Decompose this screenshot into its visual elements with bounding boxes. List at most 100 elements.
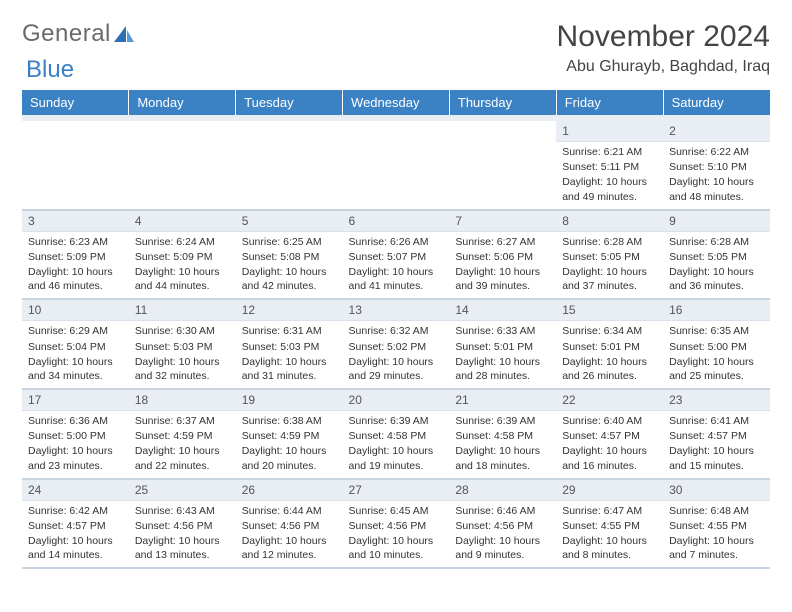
- sunset-line: Sunset: 4:55 PM: [562, 519, 657, 533]
- day-details: Sunrise: 6:47 AMSunset: 4:55 PMDaylight:…: [556, 501, 663, 568]
- day-number: 8: [556, 211, 663, 232]
- daylight-line: Daylight: 10 hours and 20 minutes.: [242, 444, 337, 472]
- sunrise-line: Sunrise: 6:47 AM: [562, 504, 657, 518]
- day-number: 4: [129, 211, 236, 232]
- day-number: 17: [22, 390, 129, 411]
- daylight-line: Daylight: 10 hours and 23 minutes.: [28, 444, 123, 472]
- calendar-cell: 16Sunrise: 6:35 AMSunset: 5:00 PMDayligh…: [663, 299, 770, 389]
- daylight-line: Daylight: 10 hours and 39 minutes.: [455, 265, 550, 293]
- day-details: Sunrise: 6:43 AMSunset: 4:56 PMDaylight:…: [129, 501, 236, 568]
- sunset-line: Sunset: 5:03 PM: [135, 340, 230, 354]
- day-details: Sunrise: 6:48 AMSunset: 4:55 PMDaylight:…: [663, 501, 770, 568]
- weekday-header: Tuesday: [236, 90, 343, 115]
- calendar-cell: [236, 121, 343, 210]
- sunrise-line: Sunrise: 6:40 AM: [562, 414, 657, 428]
- calendar-cell: 28Sunrise: 6:46 AMSunset: 4:56 PMDayligh…: [449, 479, 556, 569]
- calendar-cell: 3Sunrise: 6:23 AMSunset: 5:09 PMDaylight…: [22, 210, 129, 300]
- sunrise-line: Sunrise: 6:44 AM: [242, 504, 337, 518]
- calendar-cell: 23Sunrise: 6:41 AMSunset: 4:57 PMDayligh…: [663, 389, 770, 479]
- day-number: 21: [449, 390, 556, 411]
- day-number: 19: [236, 390, 343, 411]
- calendar-cell: 24Sunrise: 6:42 AMSunset: 4:57 PMDayligh…: [22, 479, 129, 569]
- daylight-line: Daylight: 10 hours and 36 minutes.: [669, 265, 764, 293]
- sunset-line: Sunset: 5:02 PM: [349, 340, 444, 354]
- daylight-line: Daylight: 10 hours and 28 minutes.: [455, 355, 550, 383]
- day-details: Sunrise: 6:40 AMSunset: 4:57 PMDaylight:…: [556, 411, 663, 478]
- sunset-line: Sunset: 4:56 PM: [242, 519, 337, 533]
- day-details: Sunrise: 6:28 AMSunset: 5:05 PMDaylight:…: [556, 232, 663, 299]
- day-number: 6: [343, 211, 450, 232]
- calendar-row: 3Sunrise: 6:23 AMSunset: 5:09 PMDaylight…: [22, 210, 770, 300]
- day-number: 14: [449, 300, 556, 321]
- day-number: 7: [449, 211, 556, 232]
- sunset-line: Sunset: 5:00 PM: [669, 340, 764, 354]
- sunrise-line: Sunrise: 6:24 AM: [135, 235, 230, 249]
- sunrise-line: Sunrise: 6:28 AM: [669, 235, 764, 249]
- daylight-line: Daylight: 10 hours and 13 minutes.: [135, 534, 230, 562]
- day-details: Sunrise: 6:37 AMSunset: 4:59 PMDaylight:…: [129, 411, 236, 478]
- sunset-line: Sunset: 4:59 PM: [135, 429, 230, 443]
- day-details: Sunrise: 6:33 AMSunset: 5:01 PMDaylight:…: [449, 321, 556, 388]
- calendar-cell: 27Sunrise: 6:45 AMSunset: 4:56 PMDayligh…: [343, 479, 450, 569]
- day-details: Sunrise: 6:30 AMSunset: 5:03 PMDaylight:…: [129, 321, 236, 388]
- sunset-line: Sunset: 4:55 PM: [669, 519, 764, 533]
- sunrise-line: Sunrise: 6:43 AM: [135, 504, 230, 518]
- weekday-header: Friday: [556, 90, 663, 115]
- day-number: 10: [22, 300, 129, 321]
- day-details: Sunrise: 6:32 AMSunset: 5:02 PMDaylight:…: [343, 321, 450, 388]
- sunset-line: Sunset: 5:05 PM: [562, 250, 657, 264]
- daylight-line: Daylight: 10 hours and 19 minutes.: [349, 444, 444, 472]
- calendar-cell: 1Sunrise: 6:21 AMSunset: 5:11 PMDaylight…: [556, 121, 663, 210]
- page-header: General November 2024 Abu Ghurayb, Baghd…: [22, 20, 770, 76]
- sunset-line: Sunset: 4:56 PM: [455, 519, 550, 533]
- day-number: 11: [129, 300, 236, 321]
- sunset-line: Sunset: 4:58 PM: [349, 429, 444, 443]
- day-details: Sunrise: 6:38 AMSunset: 4:59 PMDaylight:…: [236, 411, 343, 478]
- sunrise-line: Sunrise: 6:21 AM: [562, 145, 657, 159]
- sunset-line: Sunset: 5:09 PM: [135, 250, 230, 264]
- calendar-cell: 10Sunrise: 6:29 AMSunset: 5:04 PMDayligh…: [22, 299, 129, 389]
- sunset-line: Sunset: 5:03 PM: [242, 340, 337, 354]
- day-details: Sunrise: 6:25 AMSunset: 5:08 PMDaylight:…: [236, 232, 343, 299]
- daylight-line: Daylight: 10 hours and 18 minutes.: [455, 444, 550, 472]
- sunrise-line: Sunrise: 6:37 AM: [135, 414, 230, 428]
- daylight-line: Daylight: 10 hours and 42 minutes.: [242, 265, 337, 293]
- sunset-line: Sunset: 5:10 PM: [669, 160, 764, 174]
- calendar-body: 1Sunrise: 6:21 AMSunset: 5:11 PMDaylight…: [22, 115, 770, 568]
- day-number: 25: [129, 480, 236, 501]
- day-details: Sunrise: 6:36 AMSunset: 5:00 PMDaylight:…: [22, 411, 129, 478]
- sunrise-line: Sunrise: 6:38 AM: [242, 414, 337, 428]
- calendar-cell: [343, 121, 450, 210]
- daylight-line: Daylight: 10 hours and 26 minutes.: [562, 355, 657, 383]
- day-details: Sunrise: 6:41 AMSunset: 4:57 PMDaylight:…: [663, 411, 770, 478]
- day-details: Sunrise: 6:28 AMSunset: 5:05 PMDaylight:…: [663, 232, 770, 299]
- calendar-cell: 25Sunrise: 6:43 AMSunset: 4:56 PMDayligh…: [129, 479, 236, 569]
- calendar-cell: 9Sunrise: 6:28 AMSunset: 5:05 PMDaylight…: [663, 210, 770, 300]
- sunrise-line: Sunrise: 6:36 AM: [28, 414, 123, 428]
- calendar-cell: 2Sunrise: 6:22 AMSunset: 5:10 PMDaylight…: [663, 121, 770, 210]
- day-number: 29: [556, 480, 663, 501]
- daylight-line: Daylight: 10 hours and 14 minutes.: [28, 534, 123, 562]
- daylight-line: Daylight: 10 hours and 15 minutes.: [669, 444, 764, 472]
- calendar-cell: 29Sunrise: 6:47 AMSunset: 4:55 PMDayligh…: [556, 479, 663, 569]
- sunset-line: Sunset: 5:05 PM: [669, 250, 764, 264]
- sunrise-line: Sunrise: 6:26 AM: [349, 235, 444, 249]
- calendar-cell: 12Sunrise: 6:31 AMSunset: 5:03 PMDayligh…: [236, 299, 343, 389]
- weekday-header: Wednesday: [343, 90, 450, 115]
- sunrise-line: Sunrise: 6:39 AM: [455, 414, 550, 428]
- calendar-cell: 4Sunrise: 6:24 AMSunset: 5:09 PMDaylight…: [129, 210, 236, 300]
- calendar-cell: 7Sunrise: 6:27 AMSunset: 5:06 PMDaylight…: [449, 210, 556, 300]
- sunrise-line: Sunrise: 6:33 AM: [455, 324, 550, 338]
- sunset-line: Sunset: 5:00 PM: [28, 429, 123, 443]
- day-number: 15: [556, 300, 663, 321]
- sunset-line: Sunset: 5:09 PM: [28, 250, 123, 264]
- sunset-line: Sunset: 4:59 PM: [242, 429, 337, 443]
- day-number: 27: [343, 480, 450, 501]
- day-number: 3: [22, 211, 129, 232]
- day-details: Sunrise: 6:29 AMSunset: 5:04 PMDaylight:…: [22, 321, 129, 388]
- calendar-table: SundayMondayTuesdayWednesdayThursdayFrid…: [22, 90, 770, 569]
- daylight-line: Daylight: 10 hours and 48 minutes.: [669, 175, 764, 203]
- sunrise-line: Sunrise: 6:29 AM: [28, 324, 123, 338]
- day-details: Sunrise: 6:24 AMSunset: 5:09 PMDaylight:…: [129, 232, 236, 299]
- calendar-row: 10Sunrise: 6:29 AMSunset: 5:04 PMDayligh…: [22, 299, 770, 389]
